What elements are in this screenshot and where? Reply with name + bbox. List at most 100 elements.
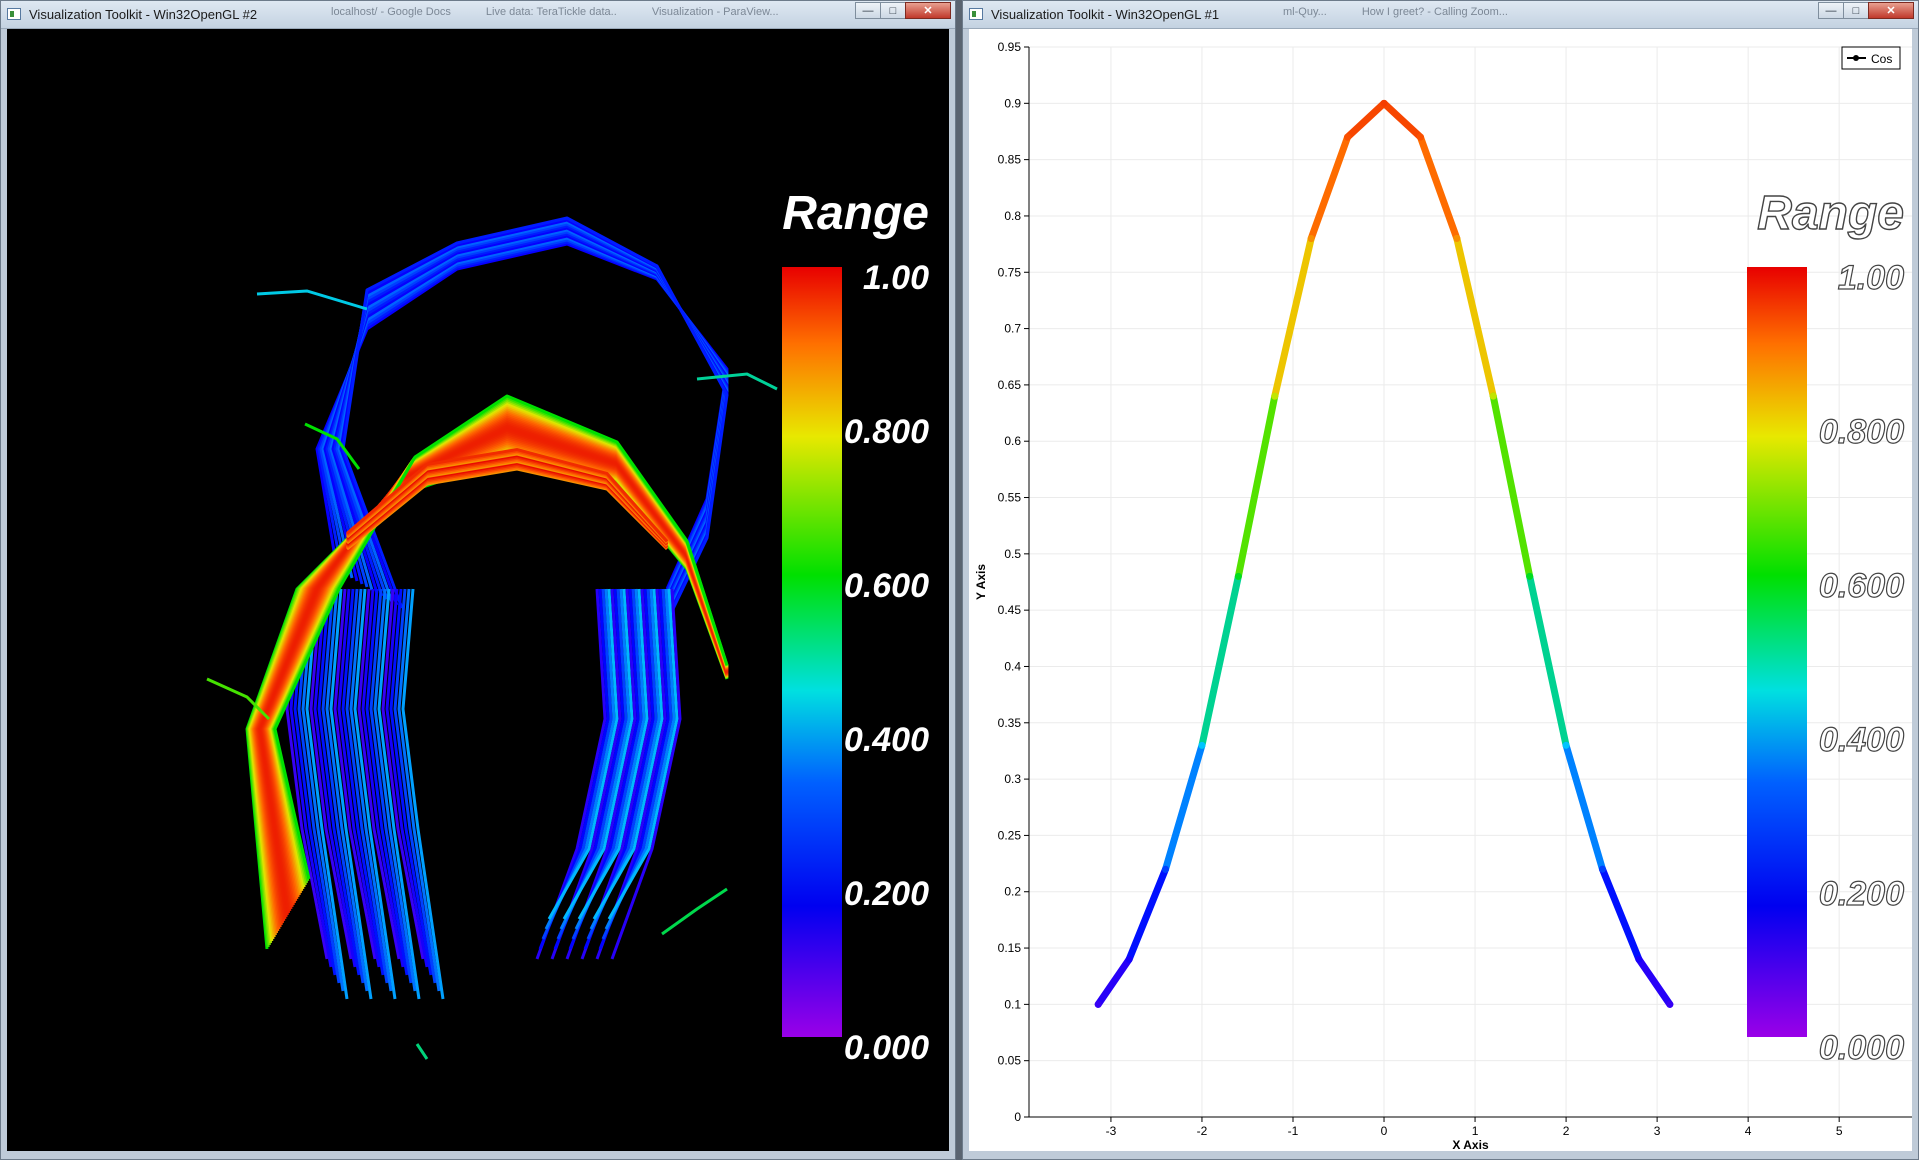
background-tab: ml-Quy... xyxy=(1283,6,1327,18)
cos-series-segment xyxy=(1198,572,1242,749)
background-tab: Visualization - ParaView... xyxy=(651,6,779,18)
cos-series-segment xyxy=(1598,865,1643,963)
scalar-bar-gradient xyxy=(782,267,842,1037)
y-tick-label: 0.15 xyxy=(998,941,1022,955)
chart-axes: -3 -2 -1 0 1 2 3 4 5 0 0.05 0.1 0.15 0.2 0.25 0.3 0.35 0.… xyxy=(974,40,1912,1151)
y-tick-label: 0.3 xyxy=(1004,772,1021,786)
scalar-bar-title: Range xyxy=(1757,187,1904,240)
window-title: Visualization Toolkit - Win32OpenGL #2 xyxy=(29,7,258,22)
cos-data-point xyxy=(1635,955,1643,963)
streamline xyxy=(353,588,397,1000)
scalar-bar-label: 0.600 xyxy=(844,567,929,605)
y-tick-label: 0.5 xyxy=(1004,547,1021,561)
cos-data-point xyxy=(1307,234,1315,242)
streamline xyxy=(607,588,679,920)
render-viewport[interactable]: Range 1.00 0.800 0.600 0.400 0.200 0.000 xyxy=(7,29,949,1151)
close-button[interactable]: ✕ xyxy=(1868,2,1914,19)
cos-data-point xyxy=(1125,955,1133,963)
streamline xyxy=(337,588,381,968)
cos-data-point xyxy=(1489,392,1497,400)
cos-data-point xyxy=(1380,99,1388,107)
streamline xyxy=(273,394,729,880)
minimize-button[interactable]: — xyxy=(1818,2,1844,19)
scalar-bar-label: 0.800 xyxy=(844,413,929,451)
streamline xyxy=(397,588,441,992)
scalar-bar: Range 1.00 0.800 0.600 0.400 0.200 0.000 xyxy=(782,187,929,1067)
streamline xyxy=(345,588,389,984)
y-tick-label: 0.95 xyxy=(998,40,1022,54)
cos-series-segment xyxy=(1094,955,1133,1008)
y-tick-label: 0.9 xyxy=(1004,96,1021,110)
cos-data-point xyxy=(1562,741,1570,749)
streamline xyxy=(341,588,385,976)
scalar-bar-label: 0.200 xyxy=(844,875,929,913)
streamline xyxy=(361,588,405,968)
legend-marker xyxy=(1853,55,1859,61)
streamline xyxy=(562,588,634,920)
streamline xyxy=(256,289,368,311)
cos-series-segment xyxy=(1635,955,1674,1008)
cos-data-point xyxy=(1094,1000,1102,1008)
streamline xyxy=(206,677,271,721)
maximize-button[interactable]: □ xyxy=(1843,2,1869,19)
chart-legend: Cos xyxy=(1841,46,1901,70)
minimize-button[interactable]: — xyxy=(855,2,881,19)
x-tick-label: 1 xyxy=(1472,1124,1479,1138)
cos-series-segment xyxy=(1344,99,1388,141)
streamline xyxy=(357,588,401,960)
x-tick-label: -3 xyxy=(1106,1124,1117,1138)
streamline xyxy=(381,588,425,960)
scalar-bar-label: 1.00 xyxy=(1838,259,1904,297)
streamline xyxy=(333,588,377,960)
streamline xyxy=(592,588,664,920)
cos-data-point xyxy=(1453,234,1461,242)
legend-entry: Cos xyxy=(1871,52,1892,66)
y-tick-label: 0.2 xyxy=(1004,885,1021,899)
streamline xyxy=(393,588,437,984)
y-tick-label: 0.65 xyxy=(998,378,1022,392)
cos-series-segment xyxy=(1380,99,1424,141)
y-tick-label: 0.1 xyxy=(1004,997,1021,1011)
streamline xyxy=(329,588,373,1000)
streamline xyxy=(547,588,619,920)
title-bar[interactable]: Visualization Toolkit - Win32OpenGL #2 l… xyxy=(1,1,955,29)
cos-data-point xyxy=(1416,133,1424,141)
cos-series-segment xyxy=(1416,133,1461,242)
vtk-window-2[interactable]: Visualization Toolkit - Win32OpenGL #2 l… xyxy=(0,0,956,1160)
title-bar[interactable]: Visualization Toolkit - Win32OpenGL #1 m… xyxy=(963,1,1918,29)
scalar-bar-label: 0.000 xyxy=(844,1029,929,1067)
x-tick-label: 5 xyxy=(1836,1124,1843,1138)
y-tick-label: 0.8 xyxy=(1004,209,1021,223)
streamline xyxy=(325,588,369,992)
x-tick-label: -1 xyxy=(1288,1124,1299,1138)
background-tab: Live data: TeraTickle data.. xyxy=(485,6,617,18)
chart-plot xyxy=(1094,99,1674,1008)
cos-data-point xyxy=(1198,741,1206,749)
streamline xyxy=(696,372,778,391)
streamline xyxy=(577,588,649,920)
scalar-bar-label: 0.200 xyxy=(1819,875,1904,913)
y-tick-label: 0.45 xyxy=(998,603,1022,617)
cos-series-segment xyxy=(1489,392,1534,580)
cos-data-point xyxy=(1234,572,1242,580)
chart-viewport[interactable]: -3 -2 -1 0 1 2 3 4 5 0 0.05 0.1 0.15 0.2 0.25 0.3 0.35 0.… xyxy=(969,29,1912,1151)
scalar-bar-label: 0.400 xyxy=(1819,721,1904,759)
streamline xyxy=(610,588,682,960)
cos-series-segment xyxy=(1234,392,1279,580)
x-tick-label: 3 xyxy=(1654,1124,1661,1138)
streamline xyxy=(369,588,413,984)
x-tick-label: 4 xyxy=(1745,1124,1752,1138)
scalar-bar-label: 0.800 xyxy=(1819,413,1904,451)
maximize-button[interactable]: □ xyxy=(880,2,906,19)
background-tabs: localhost/ - Google Docs Live data: Tera… xyxy=(331,6,811,18)
cos-series-segment xyxy=(1271,234,1315,400)
window-title: Visualization Toolkit - Win32OpenGL #1 xyxy=(991,7,1220,22)
streamline xyxy=(317,588,361,976)
close-button[interactable]: ✕ xyxy=(905,2,951,19)
cos-series-segment xyxy=(1453,234,1497,400)
vtk-window-1[interactable]: Visualization Toolkit - Win32OpenGL #1 m… xyxy=(962,0,1919,1160)
y-tick-label: 0.6 xyxy=(1004,434,1021,448)
y-tick-label: 0.25 xyxy=(998,828,1022,842)
scalar-bar-label: 0.600 xyxy=(1819,567,1904,605)
cos-data-point xyxy=(1666,1000,1674,1008)
